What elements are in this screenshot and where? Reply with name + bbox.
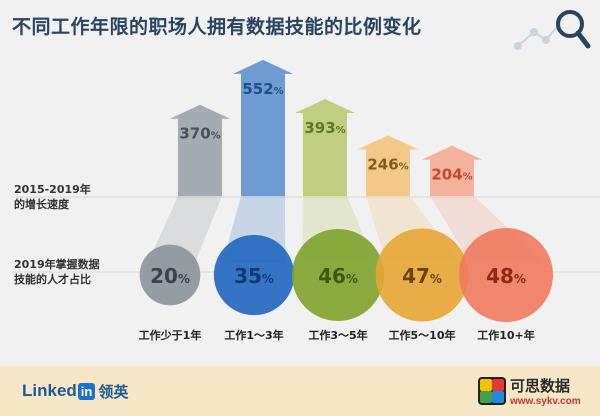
category-label: 工作1～3年 xyxy=(224,328,283,342)
chart-title: 不同工作年限的职场人拥有数据技能的比例变化 xyxy=(12,16,422,38)
growth-row-label-line1: 2015-2019年 xyxy=(14,183,91,196)
share-value-label: 35% xyxy=(234,264,274,288)
brand-linked-text: Linked xyxy=(22,381,77,400)
growth-row-label: 2015-2019年 的增长速度 xyxy=(14,182,124,212)
share-bubble xyxy=(291,228,385,322)
linkedin-logo: Linked in 领英 xyxy=(22,380,128,402)
growth-value-label: 552% xyxy=(242,80,283,98)
chart-area: 370% 552% 393% 246% 204% 20% 工作少于1年 35% 工作1～3年 46… xyxy=(12,59,600,342)
growth-value-label: 370% xyxy=(179,125,220,143)
share-value-label: 48% xyxy=(486,264,526,288)
share-bubble xyxy=(459,228,553,322)
category-label: 工作少于1年 xyxy=(139,328,202,342)
share-value-label: 20% xyxy=(150,264,190,288)
share-bubble xyxy=(213,234,295,316)
share-bubble xyxy=(375,228,469,322)
magnifier-chart-icon xyxy=(514,10,591,50)
share-bubble xyxy=(139,244,201,306)
share-value-label: 47% xyxy=(402,264,442,288)
brand-cn-text: 领英 xyxy=(98,382,129,401)
growth-arrow xyxy=(295,99,355,196)
share-row-label: 2019年掌握数据 技能的人才占比 xyxy=(14,257,124,287)
growth-value-label: 246% xyxy=(367,155,408,173)
category-label: 工作3～5年 xyxy=(308,328,367,342)
share-value-label: 46% xyxy=(318,264,358,288)
growth-arrow xyxy=(422,145,482,196)
watermark-url: www.sykv.com xyxy=(510,396,581,407)
watermark-logo-icon xyxy=(478,377,506,405)
category-label: 工作10+年 xyxy=(477,328,535,342)
growth-value-label: 204% xyxy=(431,166,472,184)
growth-arrow xyxy=(170,104,230,196)
footer-band: Linked in 领英 可思数据 www.sykv.com xyxy=(0,366,600,416)
share-row-label-line1: 2019年掌握数据 xyxy=(14,258,100,271)
watermark: 可思数据 www.sykv.com xyxy=(478,373,594,413)
brand-in-badge: in xyxy=(77,382,96,400)
growth-row-label-line2: 的增长速度 xyxy=(14,198,69,211)
growth-arrow xyxy=(358,135,418,196)
growth-value-label: 393% xyxy=(304,119,345,137)
watermark-text: 可思数据 xyxy=(510,377,571,395)
share-row-label-line2: 技能的人才占比 xyxy=(14,273,91,286)
growth-arrow xyxy=(233,59,293,197)
category-label: 工作5～10年 xyxy=(389,328,456,342)
